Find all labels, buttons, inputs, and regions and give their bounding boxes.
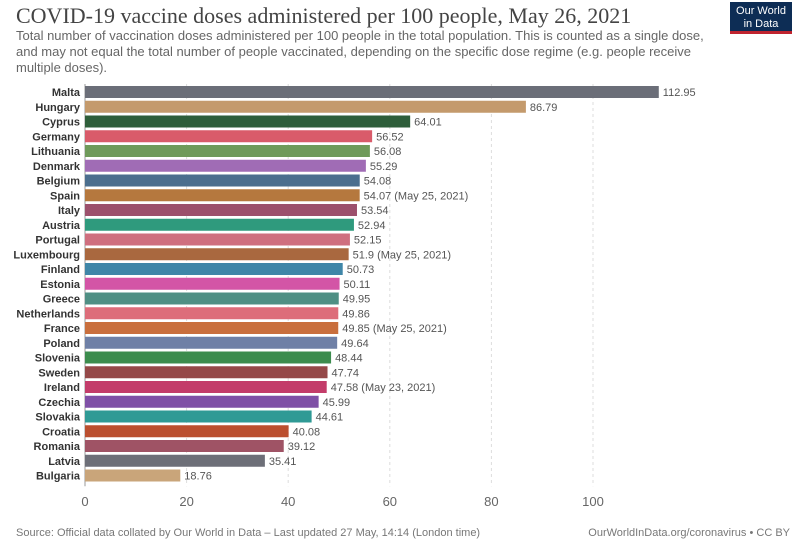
country-label: Romania — [34, 441, 81, 453]
value-label: 47.74 — [332, 367, 360, 379]
bar[interactable] — [85, 440, 284, 452]
country-label: Malta — [52, 87, 81, 99]
source-note: Source: Official data collated by Our Wo… — [16, 527, 481, 539]
value-label: 54.08 — [364, 176, 392, 188]
country-label: Germany — [32, 131, 81, 143]
chart-subtitle: Total number of vaccination doses admini… — [16, 28, 704, 75]
x-tick-label: 80 — [484, 494, 498, 509]
country-label: Finland — [41, 264, 80, 276]
bar[interactable] — [85, 292, 339, 305]
bar[interactable] — [85, 86, 659, 98]
bar[interactable] — [85, 159, 366, 172]
value-label: 49.86 — [342, 308, 370, 320]
bar[interactable] — [85, 469, 181, 482]
value-label: 40.08 — [293, 426, 321, 438]
country-label: Sweden — [38, 367, 80, 379]
country-label: Slovakia — [35, 412, 81, 424]
bar[interactable] — [85, 395, 319, 408]
country-label: Austria — [42, 220, 81, 232]
bar[interactable] — [85, 322, 339, 334]
chart-title: COVID-19 vaccine doses administered per … — [16, 3, 632, 28]
country-label: Czechia — [38, 397, 80, 409]
x-tick-label: 20 — [179, 494, 193, 509]
country-label: Greece — [43, 294, 80, 306]
bar[interactable] — [85, 233, 350, 246]
x-tick-label: 40 — [281, 494, 295, 509]
country-label: Netherlands — [16, 308, 80, 320]
bar[interactable] — [85, 100, 526, 113]
bar[interactable] — [85, 248, 349, 261]
bar[interactable] — [85, 307, 339, 320]
bar[interactable] — [85, 366, 328, 379]
value-label: 47.58 (May 23, 2021) — [331, 382, 436, 394]
value-label: 50.11 — [344, 279, 371, 291]
value-label: 45.99 — [323, 397, 351, 409]
country-label: Belgium — [37, 176, 81, 188]
country-label: Ireland — [44, 382, 80, 394]
value-label: 52.15 — [354, 235, 382, 247]
country-label: Hungary — [35, 102, 81, 114]
value-label: 49.85 (May 25, 2021) — [342, 323, 447, 335]
country-label: Lithuania — [31, 146, 81, 158]
bar[interactable] — [85, 351, 332, 364]
country-label: Bulgaria — [36, 471, 81, 483]
value-label: 64.01 — [414, 117, 442, 129]
bar[interactable] — [85, 145, 370, 157]
country-label: Croatia — [42, 426, 81, 438]
value-label: 112.95 — [663, 87, 696, 99]
bar[interactable] — [85, 454, 265, 467]
x-tick-label: 60 — [383, 494, 397, 509]
country-label: Slovenia — [35, 353, 81, 365]
country-label: Denmark — [33, 161, 81, 173]
logo-line-2: in Data — [743, 18, 779, 30]
bar[interactable] — [85, 204, 357, 216]
value-label: 39.12 — [288, 441, 316, 453]
bar[interactable] — [85, 277, 340, 290]
value-label: 54.07 (May 25, 2021) — [364, 190, 469, 202]
value-label: 35.41 — [269, 456, 297, 468]
bar[interactable] — [85, 189, 360, 202]
bar[interactable] — [85, 336, 338, 349]
value-label: 55.29 — [370, 161, 398, 173]
value-label: 53.54 — [361, 205, 389, 217]
bar[interactable] — [85, 174, 360, 187]
value-label: 51.9 (May 25, 2021) — [353, 249, 451, 261]
value-label: 18.76 — [184, 471, 212, 483]
value-label: 52.94 — [358, 220, 386, 232]
bar[interactable] — [85, 381, 327, 393]
value-label: 50.73 — [347, 264, 375, 276]
country-label: Portugal — [35, 235, 80, 247]
country-label: France — [44, 323, 80, 335]
value-label: 48.44 — [335, 353, 363, 365]
country-label: Spain — [50, 190, 80, 202]
bar[interactable] — [85, 410, 312, 423]
value-label: 86.79 — [530, 102, 558, 114]
country-label: Cyprus — [42, 117, 80, 129]
bar[interactable] — [85, 130, 373, 143]
value-label: 44.61 — [316, 412, 344, 424]
bar[interactable] — [85, 425, 289, 438]
bar[interactable] — [85, 263, 343, 275]
country-label: Latvia — [48, 456, 81, 468]
bar[interactable] — [85, 218, 354, 231]
owid-logo[interactable]: Our World in Data — [730, 2, 792, 34]
credit-note[interactable]: OurWorldInData.org/coronavirus • CC BY — [588, 527, 790, 539]
country-label: Estonia — [40, 279, 81, 291]
x-tick-label: 100 — [582, 494, 604, 509]
value-label: 56.52 — [376, 131, 404, 143]
x-tick-label: 0 — [81, 494, 88, 509]
country-label: Italy — [58, 205, 81, 217]
country-label: Poland — [43, 338, 80, 350]
bar[interactable] — [85, 115, 411, 128]
logo-line-1: Our World — [736, 5, 786, 17]
value-label: 49.95 — [343, 294, 371, 306]
value-label: 49.64 — [341, 338, 369, 350]
country-label: Luxembourg — [13, 249, 80, 261]
value-label: 56.08 — [374, 146, 402, 158]
